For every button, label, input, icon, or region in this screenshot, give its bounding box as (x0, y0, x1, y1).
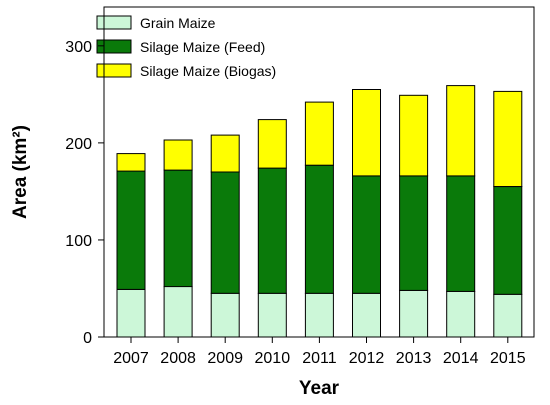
bar-2015-series-0 (493, 293, 523, 338)
x-tick-label: 2012 (349, 350, 385, 367)
legend-label: Silage Maize (Feed) (140, 39, 265, 55)
legend-swatch (96, 39, 132, 54)
x-tick-label: 2007 (113, 350, 149, 367)
legend: Grain Maize Silage Maize (Feed) Silage Mai… (96, 15, 276, 79)
x-tick-label: 2010 (255, 350, 291, 367)
bar-2012-series-1 (352, 175, 381, 294)
y-tick-label: 0 (83, 330, 92, 347)
x-tick-label: 2014 (443, 350, 479, 367)
x-tick-label: 2015 (490, 350, 526, 367)
y-tick-label: 300 (65, 39, 92, 56)
bar-2007-series-2 (116, 153, 146, 172)
y-tick-label: 100 (65, 233, 92, 250)
legend-label: Silage Maize (Biogas) (140, 63, 276, 79)
bars (116, 85, 523, 338)
x-tick-label: 2013 (396, 350, 432, 367)
bar-2010-series-0 (257, 292, 287, 338)
bar-2010-series-2 (257, 119, 287, 169)
x-tick-label: 2011 (302, 350, 337, 367)
bar-2009-series-2 (210, 134, 240, 173)
bar-2008-series-0 (163, 286, 193, 338)
y-tick-label: 200 (65, 136, 92, 153)
bar-2011-series-1 (304, 164, 334, 294)
x-axis-title: Year (299, 378, 340, 399)
bar-2009-series-1 (210, 171, 240, 294)
bar-2008-series-1 (163, 169, 193, 288)
bar-2011-series-0 (304, 292, 334, 338)
bar-2014-series-0 (446, 290, 476, 338)
bar-2012-series-2 (352, 89, 381, 177)
x-tick-label: 2009 (207, 350, 243, 367)
y-axis-title: Area (km²) (10, 125, 31, 219)
bar-2009-series-0 (210, 292, 240, 338)
bar-2014-series-2 (446, 85, 476, 177)
bar-2007-series-1 (116, 170, 146, 290)
legend-swatch (96, 63, 132, 78)
bar-2015-series-2 (493, 90, 523, 187)
x-ticks: 2007 2008 2009 2010 2011 2012 2013 2014 2015 (113, 337, 526, 367)
bar-2013-series-0 (399, 289, 429, 338)
legend-swatch (96, 15, 132, 30)
bar-2013-series-1 (399, 175, 429, 291)
y-ticks: 0 100 200 300 (65, 39, 104, 347)
bar-2010-series-1 (257, 167, 287, 294)
bar-2012-series-0 (352, 292, 381, 338)
bar-2007-series-0 (116, 288, 146, 338)
bar-2013-series-2 (399, 94, 429, 177)
x-tick-label: 2008 (160, 350, 196, 367)
bar-2008-series-2 (163, 139, 193, 171)
bar-2014-series-1 (446, 175, 476, 292)
bar-2011-series-2 (304, 101, 334, 166)
bar-2015-series-1 (493, 186, 523, 295)
legend-label: Grain Maize (140, 15, 216, 31)
